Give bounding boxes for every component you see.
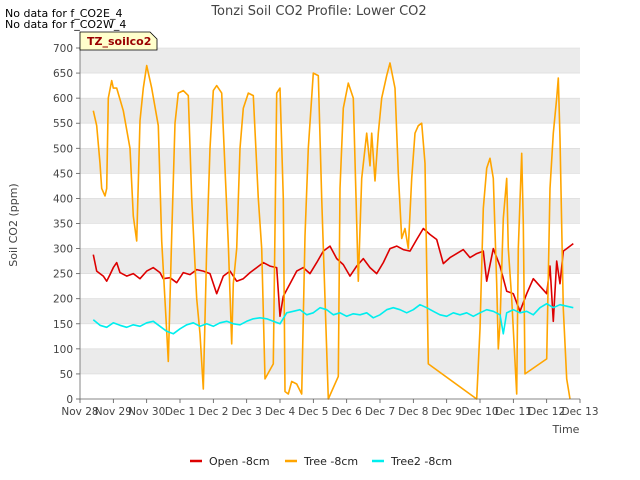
legend: Open -8cm Tree -8cm Tree2 -8cm [190, 455, 452, 468]
legend-label-1: Tree -8cm [303, 455, 358, 468]
no-data-notice-co2e: No data for f_CO2E_4 [5, 7, 123, 20]
y-tick-label: 350 [53, 219, 73, 231]
grid-band [80, 148, 580, 174]
legend-label-2: Tree2 -8cm [390, 455, 452, 468]
y-tick-label: 100 [53, 344, 73, 356]
y-tick-label: 600 [53, 93, 73, 105]
chart-title: Tonzi Soil CO2 Profile: Lower CO2 [210, 4, 426, 19]
grid-band [80, 98, 580, 124]
series-line-0 [92, 227, 574, 323]
y-tick-label: 450 [53, 168, 73, 180]
site-label-box: TZ_soilco2 [79, 31, 158, 51]
x-tick-label: Dec 4 [265, 406, 296, 418]
y-tick-label: 400 [53, 193, 73, 205]
x-tick-label: Dec 2 [198, 406, 228, 418]
x-tick-label: Dec 7 [365, 406, 395, 418]
x-tick-label: Dec 13 [561, 406, 598, 418]
y-tick-label: 550 [53, 118, 73, 130]
x-tick-label: Dec 5 [298, 406, 328, 418]
y-tick-label: 0 [66, 394, 73, 406]
site-label: TZ_soilco2 [87, 35, 151, 48]
no-data-notice-co2w: No data for f_CO2W_4 [5, 18, 127, 31]
y-tick-label: 150 [53, 319, 73, 331]
y-tick-label: 300 [53, 244, 73, 256]
x-tick-label: Dec 6 [331, 406, 362, 418]
legend-label-0: Open -8cm [209, 455, 270, 468]
y-tick-label: 200 [53, 294, 73, 306]
x-tick-label: Nov 28 [61, 406, 98, 418]
x-tick-label: Dec 1 [165, 406, 195, 418]
grid-band [80, 48, 580, 74]
x-tick-label: Nov 30 [128, 406, 165, 418]
y-tick-label: 650 [53, 68, 73, 80]
grid-band [80, 348, 580, 374]
grid-band [80, 198, 580, 224]
series-line-2 [92, 302, 574, 335]
x-tick-label: Nov 29 [95, 406, 132, 418]
x-tick-label: Dec 3 [231, 406, 261, 418]
series-line-1 [92, 62, 571, 400]
y-tick-label: 50 [60, 369, 73, 381]
x-tick-label: Dec 8 [398, 406, 428, 418]
x-tick-label: Dec 10 [461, 406, 498, 418]
y-tick-label: 250 [53, 269, 73, 281]
y-axis-label: Soil CO2 (ppm) [7, 183, 20, 266]
x-tick-label: Dec 12 [528, 406, 565, 418]
x-tick-label: Dec 11 [495, 406, 532, 418]
y-tick-label: 500 [53, 143, 73, 155]
x-axis-label: Time [552, 423, 580, 436]
grid-band [80, 248, 580, 274]
y-tick-label: 700 [53, 43, 73, 55]
x-tick-label: Dec 9 [431, 406, 461, 418]
